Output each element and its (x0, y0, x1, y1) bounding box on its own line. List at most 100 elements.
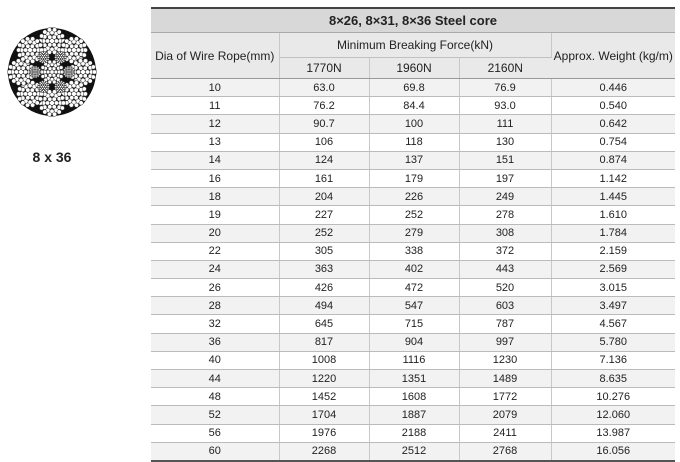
cell-1770n: 645 (279, 314, 370, 334)
cell-1960n: 2188 (369, 424, 460, 443)
cell-2160n: 93.0 (459, 96, 552, 116)
cell-1770n: 63.0 (279, 78, 370, 98)
table-row: 22 305 338 372 2.159 (151, 242, 676, 261)
cell-1960n: 226 (369, 187, 460, 207)
cell-weight: 1.784 (551, 224, 676, 243)
cell-weight: 1.610 (551, 205, 676, 225)
steel-core-spec-table: 8×26, 8×31, 8×36 Steel core Dia of Wire … (151, 7, 676, 462)
cell-weight: 10.276 (551, 387, 676, 407)
cell-2160n: 1489 (459, 369, 552, 389)
cell-2160n: 787 (459, 314, 552, 334)
cell-1770n: 1976 (279, 424, 370, 443)
cell-dia: 19 (151, 205, 280, 225)
col-header-1960n: 1960N (369, 57, 460, 79)
cell-2160n: 520 (459, 278, 552, 298)
cell-dia: 44 (151, 369, 280, 389)
cell-2160n: 2411 (459, 424, 552, 443)
cell-1960n: 1887 (369, 405, 460, 425)
table-row: 19 227 252 278 1.610 (151, 205, 676, 225)
cell-1960n: 2512 (369, 442, 460, 462)
cell-1770n: 106 (279, 133, 370, 152)
cell-1960n: 472 (369, 278, 460, 298)
cell-2160n: 443 (459, 260, 552, 280)
cell-1770n: 204 (279, 187, 370, 207)
col-header-dia: Dia of Wire Rope(mm) (151, 32, 280, 79)
cell-1770n: 1452 (279, 387, 370, 407)
cell-weight: 7.136 (551, 351, 676, 371)
cell-2160n: 278 (459, 205, 552, 225)
cell-2160n: 1772 (459, 387, 552, 407)
table-row: 16 161 179 197 1.142 (151, 169, 676, 189)
cell-1770n: 305 (279, 242, 370, 261)
cell-dia: 14 (151, 151, 280, 170)
table-row: 60 2268 2512 2768 16.056 (151, 442, 676, 462)
cell-weight: 4.567 (551, 314, 676, 334)
cell-2160n: 151 (459, 151, 552, 170)
cell-dia: 36 (151, 333, 280, 352)
table-row: 48 1452 1608 1772 10.276 (151, 387, 676, 407)
cell-weight: 3.497 (551, 296, 676, 316)
rope-caption: 8 x 36 (32, 149, 72, 165)
cell-weight: 1.445 (551, 187, 676, 207)
cell-weight: 1.142 (551, 169, 676, 189)
cell-1960n: 547 (369, 296, 460, 316)
cell-2160n: 76.9 (459, 78, 552, 98)
table-row: 26 426 472 520 3.015 (151, 278, 676, 298)
cell-1770n: 817 (279, 333, 370, 352)
cell-1960n: 904 (369, 333, 460, 352)
cell-1770n: 252 (279, 224, 370, 243)
cell-2160n: 2768 (459, 442, 552, 462)
table-row: 14 124 137 151 0.874 (151, 151, 676, 170)
cell-2160n: 603 (459, 296, 552, 316)
cell-2160n: 308 (459, 224, 552, 243)
cell-dia: 12 (151, 114, 280, 134)
cell-dia: 13 (151, 133, 280, 152)
cell-2160n: 130 (459, 133, 552, 152)
cell-1960n: 1608 (369, 387, 460, 407)
col-header-mbf: Minimum Breaking Force(kN) (279, 32, 552, 58)
table-row: 20 252 279 308 1.784 (151, 224, 676, 243)
col-header-1770n: 1770N (279, 57, 370, 79)
cell-2160n: 249 (459, 187, 552, 207)
cell-1960n: 69.8 (369, 78, 460, 98)
cell-dia: 16 (151, 169, 280, 189)
cell-1960n: 118 (369, 133, 460, 152)
cell-weight: 0.754 (551, 133, 676, 152)
cell-1960n: 1116 (369, 351, 460, 371)
cell-1770n: 90.7 (279, 114, 370, 134)
cell-1960n: 279 (369, 224, 460, 243)
cell-weight: 0.642 (551, 114, 676, 134)
cell-1770n: 76.2 (279, 96, 370, 116)
cell-1770n: 1220 (279, 369, 370, 389)
cell-weight: 0.540 (551, 96, 676, 116)
cell-1960n: 100 (369, 114, 460, 134)
cell-dia: 60 (151, 442, 280, 462)
cell-dia: 20 (151, 224, 280, 243)
table-row: 32 645 715 787 4.567 (151, 314, 676, 334)
table-row: 10 63.0 69.8 76.9 0.446 (151, 78, 676, 98)
cell-1770n: 2268 (279, 442, 370, 462)
cell-1960n: 137 (369, 151, 460, 170)
table-row: 24 363 402 443 2.569 (151, 260, 676, 280)
table-row: 11 76.2 84.4 93.0 0.540 (151, 96, 676, 116)
table-row: 28 494 547 603 3.497 (151, 296, 676, 316)
cell-weight: 0.446 (551, 78, 676, 98)
cell-dia: 24 (151, 260, 280, 280)
cell-weight: 5.780 (551, 333, 676, 352)
cell-dia: 22 (151, 242, 280, 261)
cell-dia: 56 (151, 424, 280, 443)
table-row: 44 1220 1351 1489 8.635 (151, 369, 676, 389)
cell-1770n: 363 (279, 260, 370, 280)
cell-weight: 16.056 (551, 442, 676, 462)
cell-1770n: 426 (279, 278, 370, 298)
table-row: 13 106 118 130 0.754 (151, 133, 676, 152)
cell-weight: 0.874 (551, 151, 676, 170)
cell-2160n: 997 (459, 333, 552, 352)
cell-weight: 2.569 (551, 260, 676, 280)
table-row: 40 1008 1116 1230 7.136 (151, 351, 676, 371)
cell-dia: 32 (151, 314, 280, 334)
cell-dia: 28 (151, 296, 280, 316)
col-header-weight: Approx. Weight (kg/m) (551, 32, 676, 79)
wire-rope-cross-section-image (7, 27, 97, 117)
cell-dia: 48 (151, 387, 280, 407)
